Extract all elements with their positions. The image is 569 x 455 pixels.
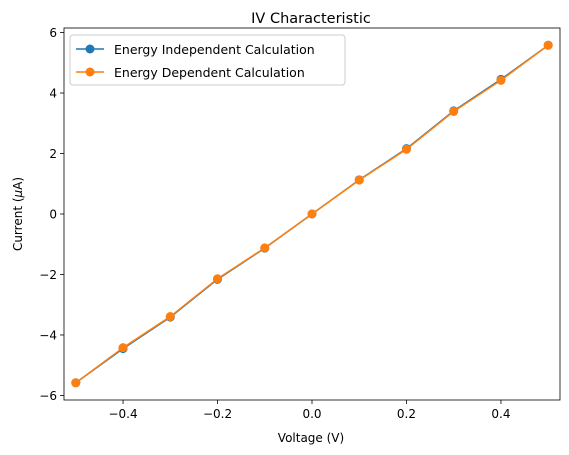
data-point [118,343,128,353]
x-axis: −0.4 −0.2 0.0 0.2 0.4 [108,400,510,421]
y-tick-label: 6 [49,26,57,40]
data-point [354,175,364,185]
data-point [401,144,411,154]
x-axis-label: Voltage (V) [278,431,344,445]
y-axis-label-main: Current ( [11,197,25,251]
y-tick-label: −4 [39,328,57,342]
y-axis-label-mu: μ [11,189,25,198]
y-tick-label: −6 [39,389,57,403]
legend-box [69,34,346,86]
legend-label-0: Energy Independent Calculation [114,42,315,57]
x-tick-label: 0.0 [302,407,321,421]
x-tick-label: −0.2 [203,407,232,421]
data-point [260,243,270,253]
y-tick-label: −2 [39,268,57,282]
chart-title: IV Characteristic [251,11,371,27]
x-tick-label: 0.4 [491,407,510,421]
data-point [449,106,459,116]
y-axis-label: Current (μA) [11,177,25,251]
legend-label-1: Energy Dependent Calculation [114,65,305,80]
legend-marker-0 [85,44,95,54]
y-tick-label: 4 [49,87,57,101]
data-point [71,378,81,388]
y-tick-label: 2 [49,147,57,161]
legend: Energy Independent Calculation Energy De… [69,34,346,86]
legend-marker-1 [85,67,95,77]
data-point [213,274,223,284]
y-tick-label: 0 [49,208,57,222]
data-point [307,209,317,219]
data-point [543,40,553,50]
x-tick-label: −0.4 [108,407,137,421]
data-point [165,312,175,322]
series-layer [71,40,553,388]
series-1 [71,40,553,388]
data-point [496,75,506,85]
x-tick-label: 0.2 [397,407,416,421]
y-axis-label-unit: A) [11,177,25,190]
y-axis: −6 −4 −2 0 2 4 6 [39,26,64,403]
